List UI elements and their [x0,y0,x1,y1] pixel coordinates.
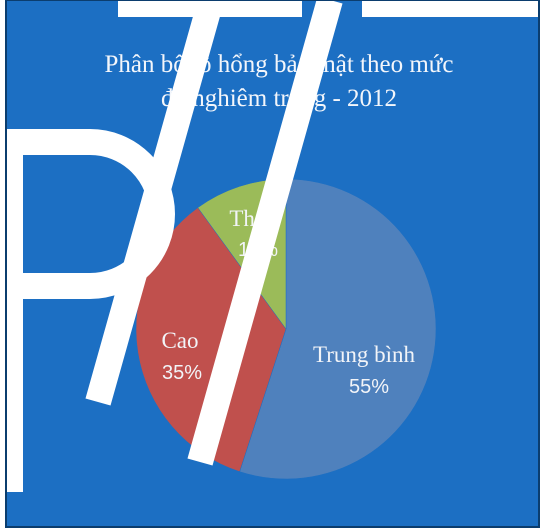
slice-percent-trung-binh: 55% [349,376,389,398]
chart-frame [5,0,540,528]
slice-percent-cao: 35% [162,362,202,384]
slice-name-trung-binh: Trung bình [313,342,416,367]
watermark-letter-t-2 [187,0,545,466]
chart-title-line-1: Phân bố lỗ hổng bảo mật theo mức [105,51,454,78]
slice-name-cao: Cao [161,328,198,353]
watermark-letter-t [85,0,302,406]
chart-title-line-2: độ nghiêm trọng - 2012 [161,85,397,112]
pie-slice-trung-binh [239,178,437,480]
watermark [0,0,545,492]
